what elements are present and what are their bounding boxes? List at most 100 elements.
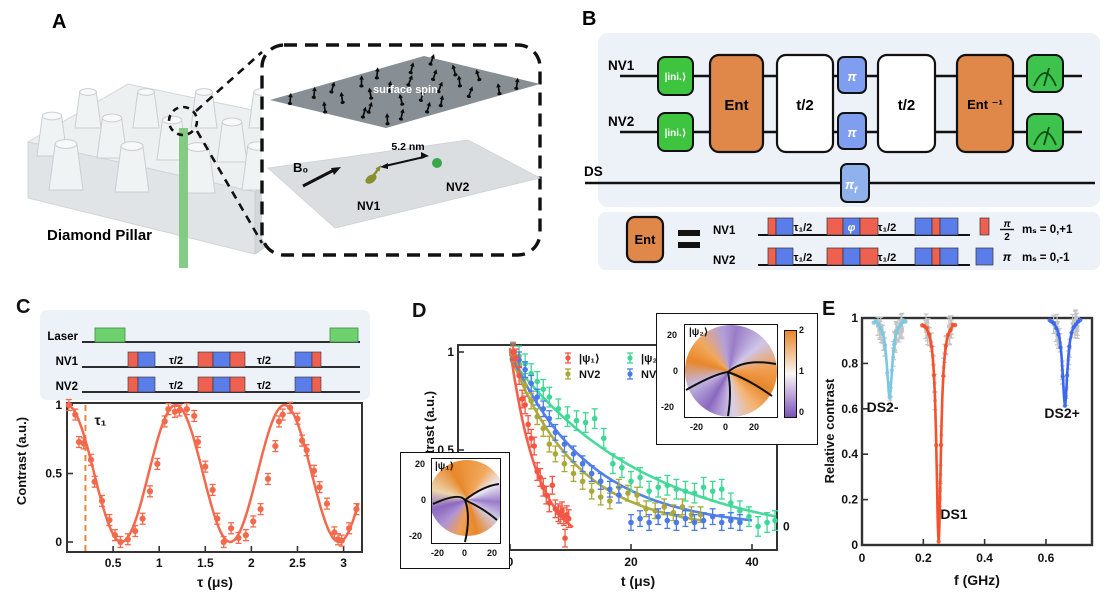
laser-pulse-readout [329, 327, 359, 343]
psi2-xtick: 20 [749, 422, 760, 432]
d-data-point [746, 513, 752, 520]
e-dip-point [889, 368, 894, 373]
d-fit-curve-|ψ₂⟩ [508, 357, 777, 518]
t2-gate-2-label: t/2 [898, 97, 916, 114]
c-data-point [106, 516, 113, 524]
nv2-pulses [127, 376, 322, 393]
d-data-point [540, 425, 547, 432]
d-data-point [628, 478, 634, 485]
surface-spin-glyph [424, 101, 431, 114]
panel-a-label: A [52, 11, 66, 33]
d-data-point [555, 406, 562, 412]
surface-spin-glyph [339, 91, 345, 104]
nv-plane [267, 139, 542, 229]
ent-def-gate-label: Ent [635, 232, 657, 247]
legend-pi-symbol: π [1003, 250, 1012, 264]
e-y-tick: 0.8 [841, 356, 858, 370]
d-data-point [700, 484, 707, 491]
psi1-xtick: 0 [462, 548, 468, 558]
nv1-row-label: NV1 [56, 356, 79, 368]
c-y-axis-label: Contrast (a.u.) [14, 417, 29, 505]
surface-spin-glyph [418, 90, 425, 102]
e-dip-point [894, 330, 899, 335]
surface-spin-glyph [475, 69, 482, 82]
surface-spin-glyph [406, 74, 413, 87]
d-data-point [688, 511, 695, 518]
pi-gate-nv1 [837, 56, 867, 94]
c-data-point [286, 404, 294, 411]
d-data-point [619, 464, 625, 471]
e-dip-label-DS2-: DS2- [867, 399, 899, 415]
d-data-point [682, 488, 689, 494]
distance-label: 5.2 nm [391, 141, 424, 153]
c-data-point [353, 506, 360, 513]
d-data-point [691, 519, 698, 526]
ent-def-nv2-label: NV2 [713, 255, 735, 267]
e-x-axis-label: f (GHz) [954, 572, 1000, 588]
d-data-point [513, 355, 519, 361]
c-data-point [242, 532, 249, 539]
wire-ds-label: DS [584, 164, 603, 179]
c-data-point [323, 500, 331, 507]
d-data-point [534, 378, 541, 385]
surface-spin-glyph [367, 87, 374, 100]
t2-gate-1-label: t/2 [796, 97, 814, 114]
ent-gate-label: Ent [724, 97, 748, 114]
e-dip-point [1062, 403, 1068, 408]
psi2-colormap [684, 324, 778, 418]
pi-gate-nv2 [837, 112, 867, 150]
d-data-point [552, 506, 559, 512]
d-x-tick: 20 [624, 555, 638, 569]
c-data-point [72, 411, 79, 418]
d-data-point [552, 429, 559, 436]
d-data-point [543, 492, 550, 498]
d-data-point [637, 474, 643, 481]
init-gate-nv2-label: |ini.⟩ [665, 128, 687, 139]
laser-row-label: Laser [47, 331, 78, 343]
surface-spin-glyph [311, 86, 317, 99]
d-data-point [709, 513, 716, 520]
c-x-tick: 0.5 [105, 556, 122, 570]
c-data-point [91, 478, 98, 485]
d-data-point [540, 406, 547, 412]
evolution-t2-gate-2 [876, 53, 937, 154]
tau1-half-label-3: τ₁/2 [794, 252, 813, 264]
d-data-point [616, 492, 622, 498]
d-data-point [643, 506, 649, 512]
panel-b-label: B [582, 8, 596, 30]
psi2-contours [685, 361, 777, 417]
tau1-half-label-1: τ₁/2 [794, 222, 813, 234]
psi2-colorbar-tick: 1 [799, 366, 805, 376]
surface-spin-glyph [360, 106, 367, 119]
psi2-xtick: -20 [690, 422, 704, 432]
psi1-ytick: -20 [409, 531, 423, 541]
e-dip-point [946, 332, 951, 337]
psi1-xtick: 20 [487, 548, 498, 558]
measure-gate-nv1 [1026, 54, 1064, 93]
legend-pi-pulse-swatch [975, 247, 994, 266]
e-dip-point [934, 443, 939, 448]
e-dip-point [1065, 373, 1070, 378]
pillar [74, 91, 102, 129]
d-data-point [562, 535, 568, 541]
pillar [48, 143, 84, 191]
psi2-ytick: 20 [667, 330, 678, 340]
c-data-point [316, 484, 323, 491]
e-dip-label-DS1: DS1 [940, 506, 967, 522]
d-legend-marker [565, 371, 571, 377]
surface-spin-glyph [408, 62, 415, 75]
d-data-point [646, 488, 652, 494]
e-x-tick: 0.2 [915, 551, 932, 565]
ent-inverse-gate-label: Ent ⁻¹ [967, 97, 1003, 112]
d-data-point [522, 382, 528, 389]
panel-c-label: C [16, 296, 31, 318]
b0-arrow [302, 168, 335, 188]
surface-spins [287, 54, 520, 126]
pillar [114, 145, 150, 193]
surface-spin-glyph [431, 69, 438, 82]
d-data-point [600, 435, 607, 442]
e-dip-point [938, 443, 944, 448]
d-data-point [607, 498, 613, 504]
e-x-tick: 0 [859, 551, 866, 565]
c-data-point [176, 407, 183, 414]
